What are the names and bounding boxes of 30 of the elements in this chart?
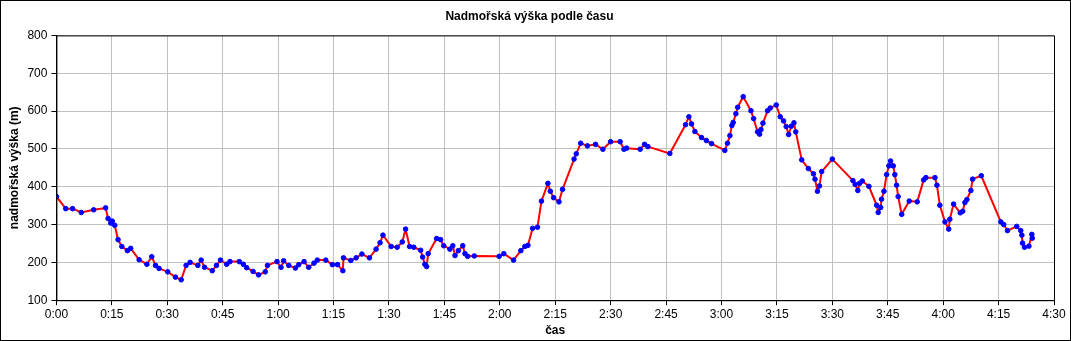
x-tick-label: 3:45 (876, 306, 900, 321)
x-tick-label: 3:30 (820, 306, 845, 321)
x-tick-label: 1:30 (377, 306, 401, 321)
y-tick-label: 600 (27, 103, 48, 118)
x-tick-label: 0:00 (44, 306, 69, 321)
y-tick-label: 200 (27, 254, 48, 269)
chart-title: Nadmořská výška podle času (445, 8, 614, 23)
x-tick-label: 4:30 (1042, 306, 1066, 321)
x-tick-label: 0:45 (211, 306, 235, 321)
x-tick-label: 4:00 (931, 306, 956, 321)
x-tick-label: 3:00 (709, 306, 734, 321)
x-tick-label: 0:30 (155, 306, 180, 321)
x-axis-title: čas (545, 323, 566, 338)
x-tick-label: 1:00 (266, 306, 291, 321)
x-tick-label: 1:15 (321, 306, 346, 321)
y-tick-label: 100 (27, 292, 48, 307)
x-tick-label: 4:15 (986, 306, 1011, 321)
y-tick-label: 400 (27, 179, 48, 194)
x-tick-label: 2:30 (598, 306, 623, 321)
x-tick-label: 0:15 (100, 306, 124, 321)
x-tick-label: 3:15 (765, 306, 789, 321)
y-tick-label: 700 (27, 65, 48, 80)
x-tick-label: 1:45 (432, 306, 457, 321)
x-tick-label: 2:15 (543, 306, 568, 321)
x-tick-label: 2:45 (654, 306, 679, 321)
x-tick-label: 2:00 (488, 306, 512, 321)
y-tick-label: 500 (27, 141, 48, 156)
y-axis-title: nadmořská výška (m) (6, 106, 21, 230)
y-tick-label: 300 (27, 216, 48, 231)
y-tick-label: 800 (27, 27, 48, 42)
